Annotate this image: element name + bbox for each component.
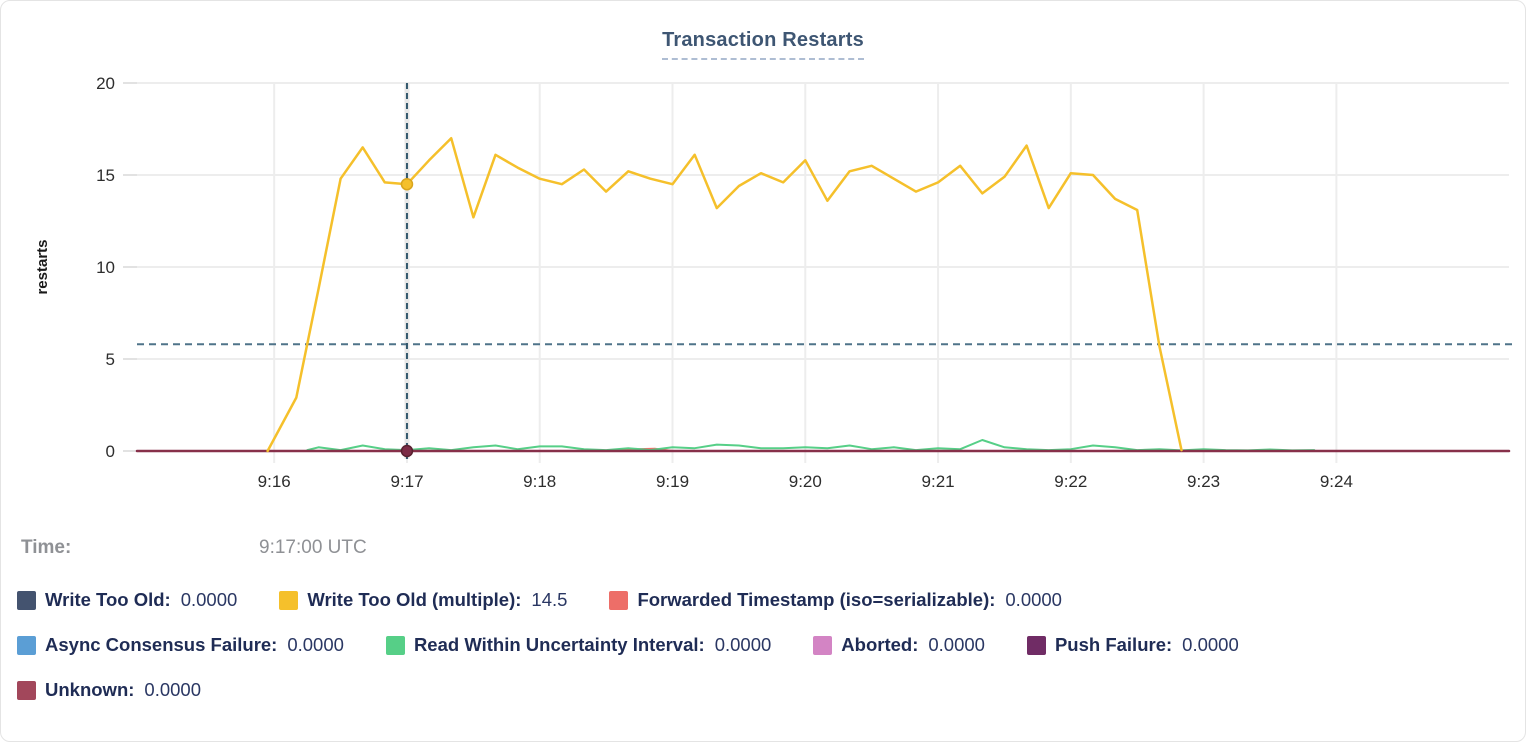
chart-legend: Write Too Old: 0.0000 Write Too Old (mul… <box>17 587 1517 722</box>
series-value: 0.0000 <box>928 634 985 655</box>
series-value: 0.0000 <box>180 589 238 610</box>
svg-text:9:22: 9:22 <box>1054 472 1087 491</box>
legend-item-push-failure: Push Failure: 0.0000 <box>1026 634 1239 656</box>
series-color-swatch <box>385 635 405 655</box>
series-label: Aborted: <box>841 634 919 655</box>
legend-row: Unknown: 0.0000 <box>17 677 1517 703</box>
series-value: 0.0000 <box>1005 589 1062 610</box>
series-label: Read Within Uncertainty Interval: <box>413 634 705 655</box>
chart-title-wrap: Transaction Restarts <box>1 29 1525 60</box>
legend-item-async-consensus-failure: Async Consensus Failure: 0.0000 <box>17 634 344 656</box>
svg-text:20: 20 <box>96 74 115 93</box>
svg-text:9:19: 9:19 <box>656 472 689 491</box>
series-color-swatch <box>17 590 36 610</box>
svg-text:0: 0 <box>106 442 115 461</box>
svg-text:9:20: 9:20 <box>789 472 822 491</box>
series-label: Push Failure: <box>1054 634 1173 655</box>
hover-time-row: Time: 9:17:00 UTC <box>21 537 367 559</box>
chart-title: Transaction Restarts <box>662 29 864 60</box>
svg-text:5: 5 <box>106 350 115 369</box>
legend-item-write-too-old-multiple: Write Too Old (multiple): 14.5 <box>279 589 567 611</box>
legend-row: Async Consensus Failure: 0.0000 Read Wit… <box>17 632 1517 658</box>
legend-item-read-within-uncertainty: Read Within Uncertainty Interval: 0.0000 <box>385 634 772 656</box>
svg-text:9:17: 9:17 <box>390 472 423 491</box>
series-value: 0.0000 <box>287 634 344 655</box>
legend-item-aborted: Aborted: 0.0000 <box>813 634 985 656</box>
svg-text:9:18: 9:18 <box>523 472 556 491</box>
svg-text:restarts: restarts <box>34 239 51 294</box>
series-color-swatch <box>17 635 36 655</box>
svg-text:9:23: 9:23 <box>1187 472 1220 491</box>
series-color-swatch <box>17 680 36 700</box>
svg-text:9:24: 9:24 <box>1320 472 1353 491</box>
svg-text:15: 15 <box>96 166 115 185</box>
series-color-swatch <box>279 590 299 610</box>
legend-item-write-too-old: Write Too Old: 0.0000 <box>17 589 237 611</box>
series-value: 14.5 <box>531 589 568 610</box>
legend-row: Write Too Old: 0.0000 Write Too Old (mul… <box>17 587 1517 613</box>
series-label: Forwarded Timestamp (iso=serializable): <box>637 589 996 610</box>
svg-text:9:21: 9:21 <box>922 472 955 491</box>
series-value: 0.0000 <box>714 634 772 655</box>
svg-text:9:16: 9:16 <box>258 472 291 491</box>
series-label: Async Consensus Failure: <box>45 634 278 655</box>
series-color-swatch <box>609 590 629 610</box>
svg-text:10: 10 <box>96 258 115 277</box>
series-label: Write Too Old: <box>45 589 171 610</box>
series-color-swatch <box>1026 635 1046 655</box>
time-label: Time: <box>21 537 72 558</box>
series-value: 0.0000 <box>1182 634 1239 655</box>
series-color-swatch <box>813 635 833 655</box>
legend-item-forwarded-timestamp: Forwarded Timestamp (iso=serializable): … <box>609 589 1062 611</box>
legend-item-unknown: Unknown: 0.0000 <box>17 679 201 701</box>
series-label: Unknown: <box>45 679 135 700</box>
series-label: Write Too Old (multiple): <box>307 589 522 610</box>
time-value: 9:17:00 UTC <box>259 537 367 558</box>
transaction-restarts-chart[interactable]: 0 5 10 15 20 9:16 9:17 9:18 9:19 9:20 9:21 9:22 9:23… <box>1 1 1528 516</box>
series-value: 0.0000 <box>144 679 201 700</box>
